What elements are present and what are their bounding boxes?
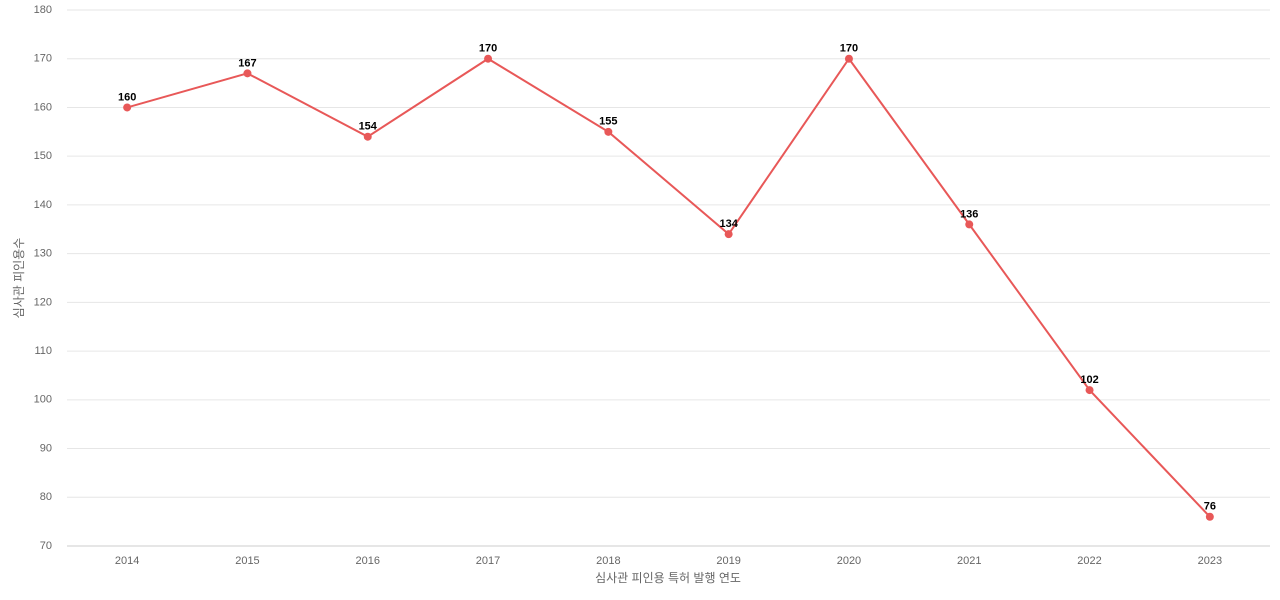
x-tick-label: 2014 — [115, 555, 139, 567]
y-tick-label: 160 — [34, 101, 52, 113]
point — [604, 127, 613, 136]
line — [126, 56, 1211, 518]
data-label: 155 — [599, 116, 617, 128]
point — [243, 69, 252, 78]
y-axis-label: 심사관 피인용수 — [12, 238, 26, 319]
data-label: 170 — [479, 43, 497, 55]
x-tick-label: 2017 — [476, 555, 500, 567]
y-tick-label: 170 — [34, 53, 52, 65]
point — [724, 230, 733, 239]
y-tick-label: 120 — [34, 296, 52, 308]
y-tick-label: 100 — [34, 394, 52, 406]
data-label: 154 — [359, 121, 378, 133]
point — [965, 220, 974, 229]
x-tick-label: 2019 — [716, 555, 740, 567]
point — [123, 103, 132, 112]
y-tick-label: 80 — [40, 491, 52, 503]
data-label: 102 — [1080, 374, 1098, 386]
data-label: 136 — [960, 208, 978, 220]
y-tick-label: 90 — [40, 442, 52, 454]
data-label: 167 — [238, 57, 256, 69]
y-tick-label: 180 — [34, 4, 52, 16]
x-tick-label: 2015 — [235, 555, 259, 567]
y-tick-label: 130 — [34, 248, 52, 260]
data-label: 134 — [719, 218, 738, 230]
y-tick-label: 140 — [34, 199, 52, 211]
x-tick-label: 2020 — [837, 555, 861, 567]
y-tick-label: 150 — [34, 150, 52, 162]
x-tick-label: 2018 — [596, 555, 620, 567]
y-tick-label: 70 — [40, 540, 52, 552]
point — [1205, 512, 1214, 521]
x-tick-label: 2022 — [1077, 555, 1101, 567]
data-label: 170 — [840, 43, 858, 55]
point — [1085, 386, 1094, 395]
point — [844, 54, 853, 63]
x-axis-label: 심사관 피인용 특허 발행 연도 — [595, 570, 741, 585]
x-tick-label: 2023 — [1198, 555, 1222, 567]
x-tick-label: 2021 — [957, 555, 981, 567]
y-tick-label: 110 — [34, 345, 52, 357]
x-tick-label: 2016 — [356, 555, 380, 567]
point — [484, 54, 493, 63]
point — [363, 132, 372, 141]
data-label: 76 — [1204, 501, 1216, 513]
data-label: 160 — [118, 91, 136, 103]
